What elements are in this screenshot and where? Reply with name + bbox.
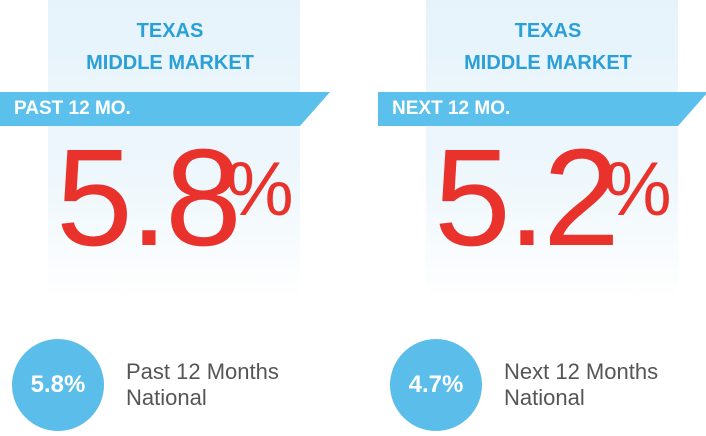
panel-title: TEXAS (136, 20, 204, 42)
national-badge: 5.8% (12, 339, 104, 431)
period-banner (0, 92, 330, 126)
percent-sign: % (604, 147, 672, 232)
period-banner (378, 92, 706, 126)
percent-sign: % (226, 147, 294, 232)
panel-title: MIDDLE MARKET (86, 52, 254, 74)
panel-background (426, 0, 678, 300)
period-label: PAST 12 MO. (14, 98, 131, 119)
caption: National (504, 385, 585, 410)
big-value: 5.8 (56, 121, 242, 275)
caption: National (126, 385, 207, 410)
panel-title: TEXAS (514, 20, 582, 42)
stat-panel: TEXAS MIDDLE MARKET PAST 12 MO. 5.8% 5.8% Pas… (0, 0, 330, 436)
banner-shape (378, 92, 706, 126)
caption: Past 12 Months (126, 359, 279, 384)
caption: Next 12 Months (504, 359, 659, 384)
period-label: NEXT 12 MO. (392, 98, 511, 119)
panel-title: MIDDLE MARKET (464, 52, 632, 74)
banner-shape (0, 92, 330, 126)
stat-panel: TEXAS MIDDLE MARKET NEXT 12 MO. 5.2% 4.7% Nex… (378, 0, 706, 436)
panel-background (48, 0, 300, 300)
big-value: 5.2 (434, 121, 620, 275)
national-badge: 4.7% (390, 339, 482, 431)
